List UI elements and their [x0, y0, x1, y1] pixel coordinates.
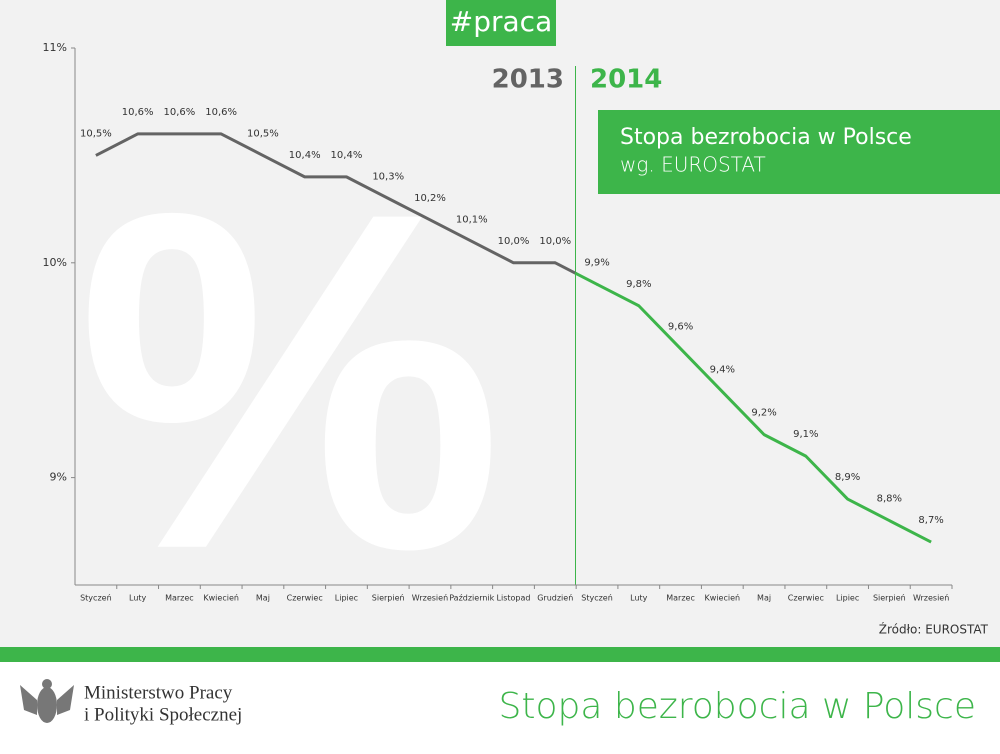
x-tick-label: Kwiecień [705, 594, 741, 603]
value-label: 10,5% [247, 128, 279, 139]
value-label: 9,6% [668, 322, 693, 333]
source: Źródło: EUROSTAT [879, 622, 989, 637]
title-box [598, 110, 1000, 194]
value-label: 10,4% [331, 150, 363, 161]
value-label: 10,3% [372, 171, 404, 182]
footer-bg [0, 662, 1000, 750]
eagle [20, 679, 74, 723]
green-band [0, 647, 1000, 662]
value-label: 9,2% [751, 408, 776, 419]
value-label: 8,9% [835, 472, 860, 483]
x-tick-label: Marzec [666, 594, 695, 603]
x-tick-label: Czerwiec [788, 594, 824, 603]
line-series [596, 282, 932, 544]
ministry-line1: Ministerstwo Pracy [84, 682, 233, 703]
x-tick-label: Lipiec [836, 594, 859, 603]
value-label: 10,1% [456, 214, 488, 225]
tag-box [446, 0, 556, 46]
value-label: 9,1% [793, 429, 818, 440]
line-series [95, 132, 556, 265]
x-tick-label: Październik [449, 594, 494, 603]
x-tick-label: Luty [630, 594, 648, 603]
chart-subtitle: wg. EUROSTAT [620, 153, 766, 177]
value-label: 10,0% [498, 236, 530, 247]
y-tick-label: 11% [43, 41, 67, 54]
background [0, 0, 1000, 647]
value-label: 10,4% [289, 150, 321, 161]
x-tick-label: Kwiecień [203, 594, 239, 603]
x-tick-label: Czerwiec [287, 594, 323, 603]
value-label: 9,8% [626, 279, 651, 290]
ministry-line2: i Polityki Społecznej [84, 704, 242, 725]
value-label: 9,9% [584, 257, 609, 268]
x-tick-label: Maj [757, 594, 771, 603]
footer-title: Stopa bezrobocia w Polsce [499, 686, 977, 727]
x-tick-label: Wrzesień [913, 594, 949, 603]
value-label: 10,5% [80, 128, 112, 139]
x-tick-label: Marzec [165, 594, 194, 603]
x-tick-label: Listopad [497, 594, 531, 603]
tag: #praca [450, 5, 552, 38]
value-label: 10,6% [164, 107, 196, 118]
connector [574, 272, 599, 286]
value-label: 10,6% [205, 107, 237, 118]
value-label: 9,4% [710, 365, 735, 376]
value-label: 10,0% [539, 236, 571, 247]
y-tick-label: 9% [50, 471, 67, 484]
x-tick-label: Grudzień [537, 594, 573, 603]
x-tick-label: Lipiec [335, 594, 358, 603]
x-tick-label: Wrzesień [412, 594, 448, 603]
value-label: 8,8% [877, 494, 902, 505]
chart-title: Stopa bezrobocia w Polsce [620, 125, 912, 150]
x-tick-label: Sierpień [372, 594, 405, 603]
x-tick-label: Styczeń [80, 594, 112, 603]
legend-2014: 2014 [590, 65, 662, 95]
x-tick-label: Maj [256, 594, 270, 603]
percent-watermark: % [77, 112, 504, 649]
connector [553, 261, 578, 276]
x-tick-label: Styczeń [581, 594, 613, 603]
y-tick-label: 10% [43, 256, 67, 269]
x-tick-label: Luty [129, 594, 147, 603]
value-label: 10,2% [414, 193, 446, 204]
value-label: 10,6% [122, 107, 154, 118]
legend-2013: 2013 [492, 65, 564, 95]
value-label: 8,7% [918, 515, 943, 526]
x-tick-label: Sierpień [873, 594, 906, 603]
